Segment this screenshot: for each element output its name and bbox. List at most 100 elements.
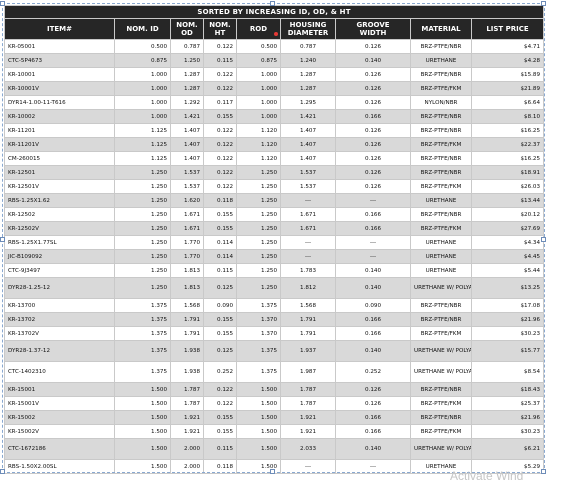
cell-nom-od[interactable]: 1.287 [170, 67, 204, 82]
cell-nom-ht[interactable]: 0.122 [203, 67, 237, 82]
cell-rod[interactable]: 1.000 [236, 81, 281, 96]
cell-nom-od[interactable]: 1.407 [170, 123, 204, 138]
cell-nom-id[interactable]: 1.375 [114, 312, 171, 327]
cell-housing-diameter[interactable]: 1.787 [280, 382, 336, 397]
cell-nom-ht[interactable]: 0.122 [203, 382, 237, 397]
cell-rod[interactable]: 1.250 [236, 179, 281, 194]
cell-material[interactable]: BRZ-PTFE/NBR [410, 67, 472, 82]
cell-item[interactable]: KR-11201V [4, 137, 115, 152]
cell-nom-ht[interactable]: 0.122 [203, 137, 237, 152]
cell-housing-diameter[interactable]: 1.568 [280, 298, 336, 313]
resize-handle-middle-right[interactable] [541, 237, 546, 242]
cell-nom-id[interactable]: 1.250 [114, 277, 171, 299]
cell-nom-id[interactable]: 1.375 [114, 361, 171, 383]
cell-material[interactable]: BRZ-PTFE/FKM [410, 396, 472, 411]
cell-nom-ht[interactable]: 0.122 [203, 81, 237, 96]
cell-housing-diameter[interactable]: --- [280, 249, 336, 264]
cell-item[interactable]: KR-10002 [4, 109, 115, 124]
cell-material[interactable]: NYLON/NBR [410, 95, 472, 110]
cell-nom-od[interactable]: 2.000 [170, 438, 204, 460]
cell-rod[interactable]: 1.120 [236, 137, 281, 152]
cell-groove-width[interactable]: 0.166 [335, 109, 411, 124]
cell-rod[interactable]: 1.120 [236, 123, 281, 138]
cell-housing-diameter[interactable]: 1.921 [280, 410, 336, 425]
col-header-list-price[interactable]: LIST PRICE [470, 18, 545, 40]
cell-nom-od[interactable]: 1.921 [170, 424, 204, 439]
cell-item[interactable]: CTC-1402310 [4, 361, 115, 383]
cell-rod[interactable]: 1.375 [236, 340, 281, 362]
cell-groove-width[interactable]: 0.126 [335, 179, 411, 194]
cell-item[interactable]: DYR14-1.00-11-T616 [4, 95, 115, 110]
cell-list-price[interactable]: $4.34 [470, 235, 545, 250]
cell-groove-width[interactable]: 0.126 [335, 382, 411, 397]
cell-item[interactable]: KR-10001 [4, 67, 115, 82]
cell-nom-od[interactable]: 1.938 [170, 340, 204, 362]
cell-list-price[interactable]: $4.28 [470, 53, 545, 68]
cell-item[interactable]: KR-13702 [4, 312, 115, 327]
cell-rod[interactable]: 1.375 [236, 298, 281, 313]
cell-nom-od[interactable]: 1.421 [170, 109, 204, 124]
cell-rod[interactable]: 1.000 [236, 67, 281, 82]
cell-nom-ht[interactable]: 0.122 [203, 179, 237, 194]
cell-list-price[interactable]: $16.25 [470, 123, 545, 138]
resize-handle-top-right[interactable] [541, 1, 546, 6]
cell-nom-od[interactable]: 1.791 [170, 326, 204, 341]
cell-nom-ht[interactable]: 0.155 [203, 207, 237, 222]
cell-list-price[interactable]: $20.12 [470, 207, 545, 222]
cell-nom-id[interactable]: 0.875 [114, 53, 171, 68]
cell-rod[interactable]: 1.500 [236, 410, 281, 425]
resize-handle-bottom-center[interactable] [270, 469, 275, 474]
cell-housing-diameter[interactable]: 2.033 [280, 438, 336, 460]
cell-nom-ht[interactable]: 0.155 [203, 312, 237, 327]
cell-housing-diameter[interactable]: 1.937 [280, 340, 336, 362]
cell-groove-width[interactable]: 0.140 [335, 438, 411, 460]
cell-material[interactable]: URETHANE W/ POLYACETAL [410, 438, 472, 460]
cell-item[interactable]: KR-12501 [4, 165, 115, 180]
cell-groove-width[interactable]: --- [335, 459, 411, 474]
cell-list-price[interactable]: $13.25 [470, 277, 545, 299]
cell-rod[interactable]: 0.500 [236, 39, 281, 54]
cell-housing-diameter[interactable]: --- [280, 459, 336, 474]
cell-rod[interactable]: 1.250 [236, 249, 281, 264]
cell-rod[interactable]: 1.370 [236, 326, 281, 341]
cell-item[interactable]: RBS-1.25X1.77SL [4, 235, 115, 250]
cell-nom-ht[interactable]: 0.155 [203, 109, 237, 124]
cell-list-price[interactable]: $21.96 [470, 312, 545, 327]
cell-nom-od[interactable]: 1.921 [170, 410, 204, 425]
cell-groove-width[interactable]: 0.126 [335, 67, 411, 82]
cell-item[interactable]: RBS-1.50X2.00SL [4, 459, 115, 474]
cell-item[interactable]: KR-15001V [4, 396, 115, 411]
cell-item[interactable]: DYR28-1.25-12 [4, 277, 115, 299]
cell-material[interactable]: BRZ-PTFE/FKM [410, 179, 472, 194]
col-header-housing-diameter[interactable]: HOUSING DIAMETER [280, 18, 336, 40]
cell-nom-od[interactable]: 1.620 [170, 193, 204, 208]
cell-list-price[interactable]: $6.21 [470, 438, 545, 460]
cell-housing-diameter[interactable]: 1.791 [280, 326, 336, 341]
cell-nom-id[interactable]: 1.375 [114, 326, 171, 341]
cell-nom-id[interactable]: 1.500 [114, 410, 171, 425]
cell-nom-ht[interactable]: 0.115 [203, 53, 237, 68]
cell-rod[interactable]: 1.500 [236, 396, 281, 411]
cell-item[interactable]: KR-13700 [4, 298, 115, 313]
cell-housing-diameter[interactable]: 1.987 [280, 361, 336, 383]
cell-rod[interactable]: 1.370 [236, 312, 281, 327]
cell-groove-width[interactable]: 0.126 [335, 95, 411, 110]
cell-groove-width[interactable]: 0.166 [335, 326, 411, 341]
cell-nom-id[interactable]: 1.000 [114, 109, 171, 124]
cell-nom-id[interactable]: 1.000 [114, 81, 171, 96]
cell-housing-diameter[interactable]: 1.240 [280, 53, 336, 68]
cell-groove-width[interactable]: 0.140 [335, 340, 411, 362]
cell-nom-id[interactable]: 1.000 [114, 67, 171, 82]
cell-nom-ht[interactable]: 0.155 [203, 424, 237, 439]
cell-item[interactable]: KR-12502 [4, 207, 115, 222]
col-header-groove-width[interactable]: GROOVE WIDTH [335, 18, 411, 40]
cell-groove-width[interactable]: 0.140 [335, 263, 411, 278]
col-header-rod[interactable]: ROD [236, 18, 281, 40]
col-header-nom-id[interactable]: NOM. ID [114, 18, 171, 40]
cell-nom-ht[interactable]: 0.090 [203, 298, 237, 313]
cell-nom-id[interactable]: 1.250 [114, 235, 171, 250]
cell-list-price[interactable]: $5.29 [470, 459, 545, 474]
cell-list-price[interactable]: $8.10 [470, 109, 545, 124]
cell-nom-id[interactable]: 1.500 [114, 438, 171, 460]
cell-nom-ht[interactable]: 0.122 [203, 165, 237, 180]
